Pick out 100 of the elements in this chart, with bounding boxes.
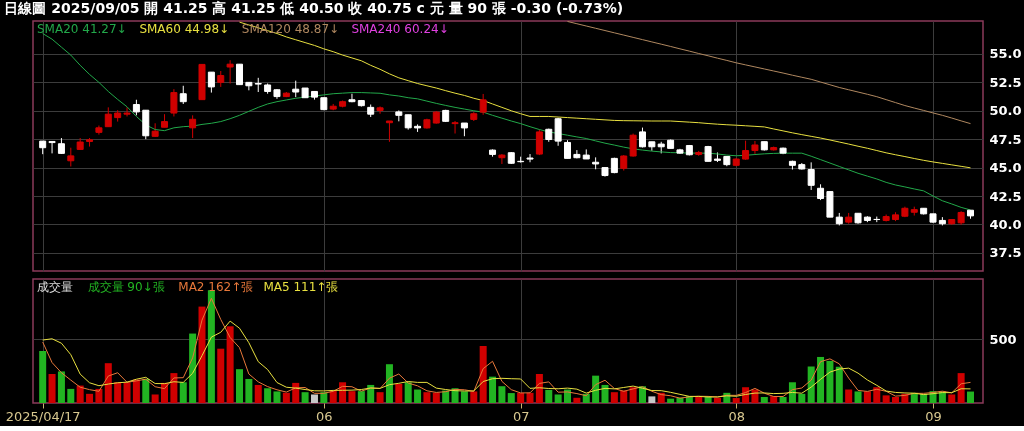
bar — [254, 384, 262, 403]
candlestick — [245, 81, 253, 91]
candlestick — [573, 149, 581, 159]
bar — [301, 392, 309, 403]
line-series — [239, 21, 971, 169]
bar — [835, 366, 843, 403]
bar — [151, 394, 159, 403]
bar — [114, 382, 122, 403]
bar — [554, 394, 562, 403]
candlestick — [207, 71, 215, 94]
x-tick-label: 06 — [316, 408, 333, 424]
bar — [282, 392, 290, 403]
bar — [667, 398, 675, 403]
bar — [67, 388, 75, 403]
text: MA5 111↑張 — [263, 280, 339, 294]
candlestick — [179, 85, 187, 105]
bar — [517, 392, 525, 403]
bar — [376, 392, 384, 403]
bar — [620, 390, 628, 403]
bar — [414, 389, 422, 403]
chart-title: 日線圖 2025/09/05 開 41.25 高 41.25 低 40.50 收 40.75 c 元 量 90 張 -0.30 (-0.73%) — [4, 0, 624, 17]
bar — [86, 393, 94, 403]
bar — [817, 356, 825, 403]
bar — [48, 374, 56, 403]
bar — [226, 326, 234, 403]
bar — [423, 392, 431, 403]
bar — [104, 363, 112, 403]
text: 成交量 90↓張 — [87, 280, 165, 294]
bar — [845, 389, 853, 403]
line-series — [567, 20, 971, 125]
bar — [573, 397, 581, 403]
legend-label: SMA240 60.24↓ — [351, 22, 449, 36]
y-tick-label: 37.5 — [989, 245, 1022, 261]
y-tick-label: 50.0 — [989, 103, 1022, 119]
bar — [39, 350, 47, 403]
bar — [873, 387, 881, 403]
bar — [123, 382, 131, 403]
candlestick — [742, 140, 750, 161]
y-tick-label: 45.0 — [989, 160, 1022, 176]
bar — [189, 333, 197, 403]
y-tick-label: 500 — [989, 331, 1017, 347]
series-label: MA2 162↑張 — [178, 280, 254, 294]
bar — [57, 371, 65, 403]
bar — [432, 392, 440, 403]
bar — [779, 397, 787, 403]
bar — [357, 391, 365, 403]
y-tick-label: 52.5 — [989, 74, 1022, 90]
candlestick — [629, 133, 637, 158]
bar — [882, 395, 890, 403]
bar — [236, 369, 243, 403]
bar — [310, 394, 318, 403]
candlestick — [535, 129, 543, 156]
bar — [245, 378, 253, 403]
y-tick-label: 40.0 — [989, 216, 1022, 232]
bar — [404, 382, 412, 403]
series-label: SMA20 41.27↓ — [37, 22, 127, 36]
bar — [948, 394, 956, 403]
bar — [273, 391, 281, 403]
y-axis-title: 成交量 — [37, 280, 73, 294]
candlestick — [479, 93, 487, 116]
candlestick — [554, 117, 562, 147]
line-series — [42, 33, 971, 211]
bar — [526, 392, 534, 403]
bar — [207, 290, 215, 403]
candlestick — [67, 147, 75, 167]
bar — [385, 364, 393, 403]
bar — [863, 391, 871, 403]
bar — [329, 390, 337, 403]
candlestick — [451, 120, 459, 134]
bar — [967, 391, 974, 403]
bar — [957, 373, 965, 403]
candlestick — [151, 122, 159, 138]
bar — [892, 397, 900, 403]
candlestick — [807, 161, 815, 191]
bar — [264, 388, 272, 403]
bar — [198, 306, 206, 403]
candlestick — [104, 106, 112, 128]
candlestick — [526, 153, 534, 163]
candlestick — [48, 140, 56, 154]
bar — [732, 398, 740, 403]
y-tick-label: 47.5 — [989, 131, 1022, 147]
bar — [601, 384, 609, 403]
candlestick — [376, 105, 384, 115]
candlestick — [498, 153, 506, 165]
bar — [507, 393, 515, 403]
bar — [854, 391, 862, 403]
x-tick-label: 2025/04/17 — [5, 408, 81, 424]
bar — [610, 392, 618, 403]
candlestick — [385, 120, 393, 143]
series-label: SMA60 44.98↓ — [139, 22, 230, 36]
bar — [367, 384, 375, 403]
candlestick — [751, 140, 759, 155]
bar — [629, 387, 637, 403]
bar — [545, 389, 553, 403]
candlestick — [123, 106, 131, 117]
x-tick-label: 09 — [925, 408, 942, 424]
candlestick — [226, 59, 234, 84]
bar — [132, 379, 140, 403]
candlestick — [236, 63, 243, 86]
y-tick-label: 42.5 — [989, 188, 1022, 204]
